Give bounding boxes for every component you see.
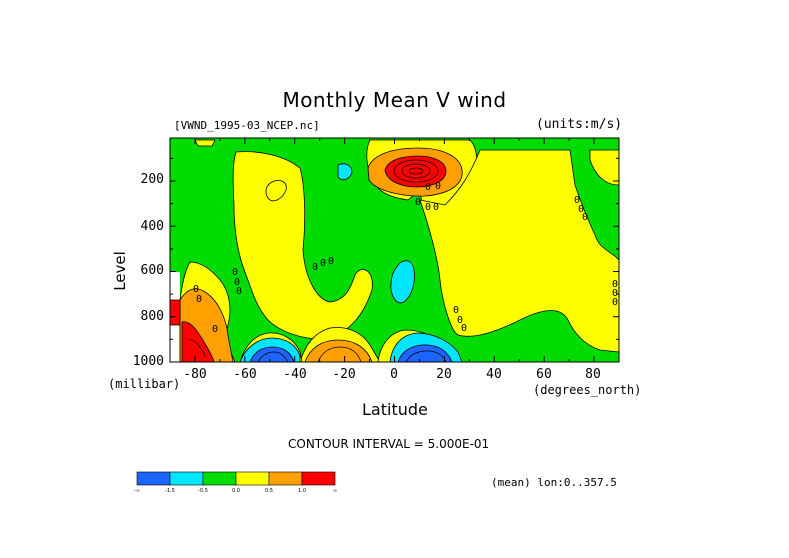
- red-region: [169, 299, 181, 326]
- yellow-region: [265, 180, 287, 202]
- y-tick-label: 800: [140, 309, 164, 324]
- yellow-region: [194, 139, 216, 147]
- contour-label: 0: [236, 286, 242, 297]
- contour-label: 0: [461, 323, 467, 334]
- colorbar-label: ∞: [332, 488, 338, 494]
- contour-label: 0: [578, 204, 584, 215]
- strong-positive-regions: [169, 147, 463, 363]
- y-tick-label: 1000: [132, 354, 164, 369]
- colorbar-swatch: [268, 471, 303, 486]
- contour-label: 0: [212, 324, 218, 335]
- x-tick-label: -40: [283, 367, 307, 382]
- colorbar: [136, 471, 336, 486]
- colorbar-swatch: [202, 471, 237, 486]
- x-tick-label: 20: [436, 367, 452, 382]
- red-region: [181, 321, 215, 363]
- x-axis-units: (degrees_north): [533, 383, 642, 397]
- contour-label: 0: [612, 297, 618, 308]
- colorbar-swatch: [136, 471, 171, 486]
- cyan-region: [337, 163, 353, 181]
- contour-line: [393, 159, 439, 183]
- colorbar-swatch: [301, 471, 336, 486]
- contour-line: [408, 167, 424, 175]
- contour-label: 0: [320, 258, 326, 269]
- x-tick-label: -20: [332, 367, 356, 382]
- contour-lines: [187, 159, 447, 363]
- contour-line: [405, 350, 447, 363]
- colorbar-swatch: [235, 471, 270, 486]
- x-tick-label: 80: [585, 367, 601, 382]
- colorbar-label: 0.0: [232, 488, 240, 494]
- mean-label: (mean) lon:0..357.5: [491, 476, 617, 489]
- contour-line: [257, 351, 289, 363]
- contour-label: 0: [612, 288, 618, 299]
- x-tick-label: -80: [183, 367, 207, 382]
- cyan-region: [390, 260, 415, 304]
- colorbar-label: -1.5: [165, 488, 175, 494]
- y-tick-label: 600: [140, 263, 164, 278]
- orange-region: [304, 339, 373, 363]
- x-axis-label: Latitude: [362, 400, 428, 419]
- y-axis-ticks: [170, 157, 619, 363]
- units-label: (units:m/s): [536, 117, 623, 132]
- blue-region: [397, 344, 453, 363]
- file-label: [VWND_1995-03_NCEP.nc]: [174, 119, 320, 132]
- contour-label: 0: [193, 284, 199, 295]
- y-axis-units: (millibar): [108, 377, 181, 391]
- contour-label: 0: [415, 197, 421, 208]
- contour-label: 0: [328, 256, 334, 267]
- colorbar-label: 1.0: [298, 488, 306, 494]
- x-axis-ticks: [169, 138, 620, 362]
- y-tick-label: 400: [140, 219, 164, 234]
- x-tick-label: 60: [536, 367, 552, 382]
- contour-label: 0: [574, 195, 580, 206]
- zero-contour-labels: 0 0 0 0 0 0 0 0 0 0 0 0 0 0 0 0 0 0 0 0 …: [193, 181, 618, 335]
- x-tick-label: 0: [390, 367, 398, 382]
- yellow-region: [419, 149, 620, 353]
- x-tick-label: -60: [233, 367, 257, 382]
- yellow-region: [232, 151, 373, 341]
- contour-label: 0: [457, 315, 463, 326]
- contour-label: 0: [582, 212, 588, 223]
- colorbar-label: 0.5: [265, 488, 273, 494]
- contour-label: 0: [433, 202, 439, 213]
- colorbar-swatch: [169, 471, 204, 486]
- contour-label: 0: [234, 277, 240, 288]
- chart-title: Monthly Mean V wind: [282, 88, 507, 112]
- contour-label: 0: [612, 279, 618, 290]
- colorbar-label: -∞: [134, 488, 140, 494]
- contour-label: 0: [435, 181, 441, 192]
- x-tick-label: 40: [486, 367, 502, 382]
- contour-interval: CONTOUR INTERVAL = 5.000E-01: [288, 437, 490, 451]
- y-tick-label: 200: [140, 172, 164, 187]
- contour-label: 0: [312, 262, 318, 273]
- colorbar-label: -0.5: [198, 488, 208, 494]
- contour-label: 0: [196, 294, 202, 305]
- contour-line: [401, 163, 431, 179]
- contour-line: [187, 339, 206, 357]
- contour-label: 0: [453, 305, 459, 316]
- contour-label: 0: [425, 182, 431, 193]
- contour-label: 0: [425, 202, 431, 213]
- contour-label: 0: [232, 267, 238, 278]
- contour-line: [317, 346, 362, 363]
